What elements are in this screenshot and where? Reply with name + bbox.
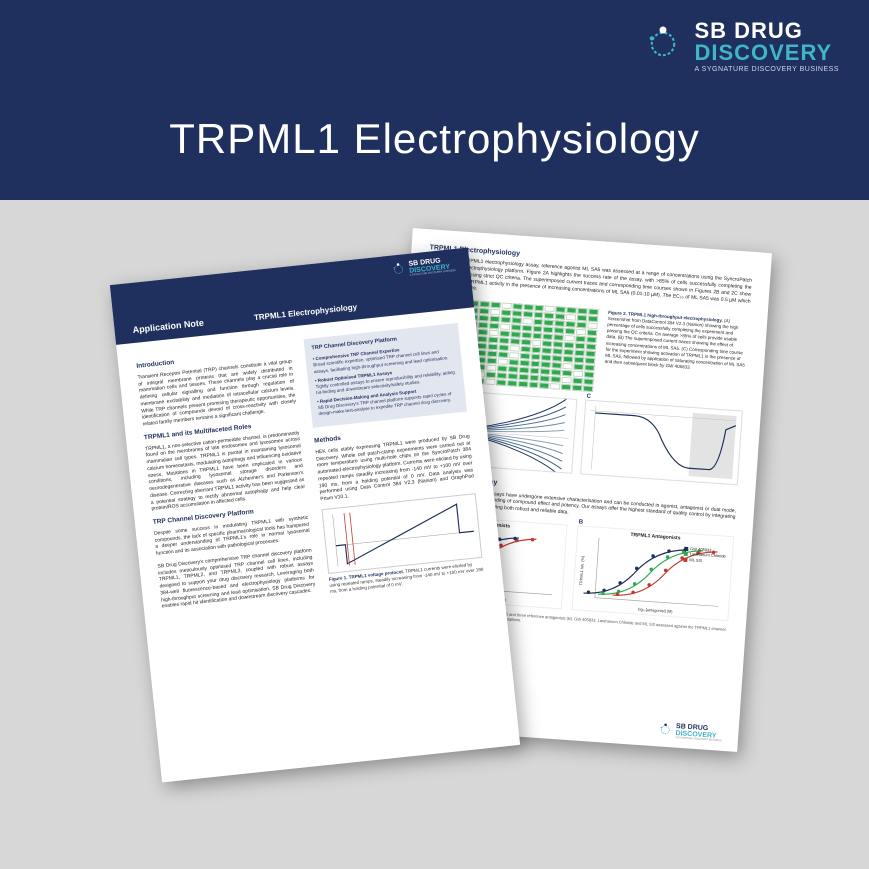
stage: TRPML1 Electrophysiology To validate the… [0, 200, 869, 869]
page-title: TRPML1 Electrophysiology [0, 115, 869, 163]
svg-text:log₁₀[antagonist] (M): log₁₀[antagonist] (M) [638, 606, 674, 613]
logo-line1: SB DRUG [694, 20, 839, 42]
panel-b-antagonists: B TRPML1 Antagonists log₁₀[antagonist] (… [572, 525, 735, 621]
svg-text:TRPML1 Inh. (%): TRPML1 Inh. (%) [578, 555, 585, 586]
logo-icon [642, 23, 684, 70]
s1-title: TRPML1 Electrophysiology [254, 302, 358, 322]
document-page-1: SB DRUGDISCOVERYA SYGNATURE DISCOVERY BU… [110, 248, 520, 783]
logo-tagline: A SYGNATURE DISCOVERY BUSINESS [694, 66, 839, 73]
panel-c-timecourse: C [580, 400, 743, 486]
figure-1 [321, 493, 482, 574]
right-column: TRP Channel Discovery Platform • Compreh… [304, 323, 502, 753]
footer-logo: SB DRUGDISCOVERYA SYGNATURE DISCOVERY BU… [658, 721, 723, 743]
callout-box: TRP Channel Discovery Platform • Compreh… [304, 323, 467, 428]
fig2-caption: Figure 2. TRPML1 high-throughput electro… [603, 310, 750, 403]
header: SB DRUG DISCOVERY A SYGNATURE DISCOVERY … [0, 0, 869, 200]
logo-line2: DISCOVERY [694, 42, 839, 64]
appnote-label: Application Note [132, 318, 204, 335]
left-column: Introduction Transient Receptor Potentia… [135, 341, 333, 771]
brand-logo: SB DRUG DISCOVERY A SYGNATURE DISCOVERY … [642, 20, 839, 73]
